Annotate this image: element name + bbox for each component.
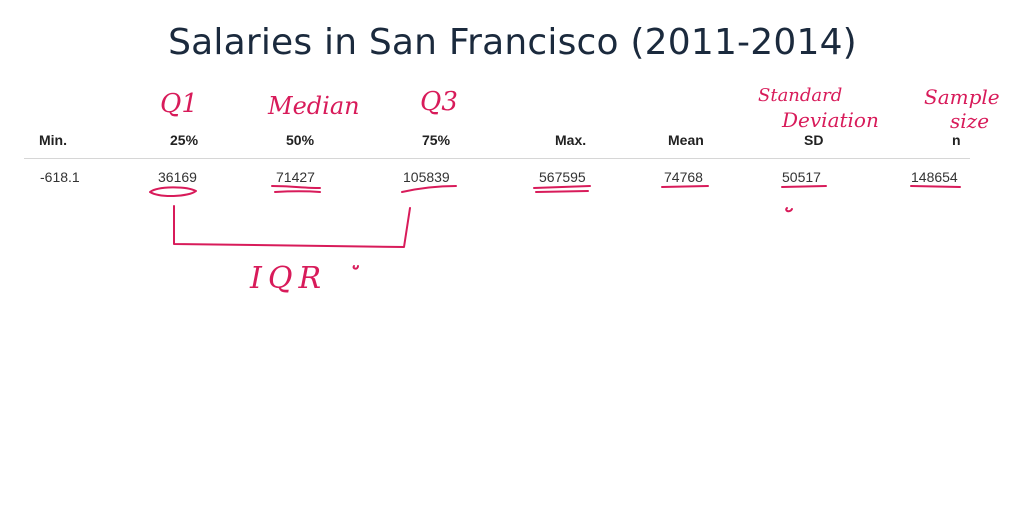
table-row: -618.1 36169 71427 105839 567595 74768 5… xyxy=(24,159,970,193)
value-25pct: 36169 xyxy=(158,169,197,185)
header-sd: SD xyxy=(804,132,824,148)
q3-annotation: Q3 xyxy=(420,87,458,117)
value-min: -618.1 xyxy=(40,169,80,185)
value-sd: 50517 xyxy=(782,169,821,185)
slide-title: Salaries in San Francisco (2011-2014) xyxy=(168,22,857,63)
header-max: Max. xyxy=(555,132,587,148)
header-min: Min. xyxy=(39,132,67,148)
iqr-annotation: IQR xyxy=(249,261,327,296)
table-header-row: Min. 25% 50% 75% Max. Mean SD n xyxy=(24,124,970,159)
iqr-bracket xyxy=(173,205,411,248)
value-max: 567595 xyxy=(539,169,586,185)
header-mean: Mean xyxy=(668,132,704,148)
iqr-trailing-dot xyxy=(352,265,359,270)
header-n: n xyxy=(952,132,961,148)
header-25pct: 25% xyxy=(170,132,199,148)
standard-annotation: Standard xyxy=(758,85,842,106)
value-50pct: 71427 xyxy=(276,169,315,185)
sample-annotation: Sample xyxy=(924,85,1000,109)
header-50pct: 50% xyxy=(286,132,315,148)
summary-statistics-table: Min. 25% 50% 75% Max. Mean SD n -618.1 3… xyxy=(24,124,970,193)
value-75pct: 105839 xyxy=(403,169,450,185)
median-annotation: Median xyxy=(267,92,360,120)
header-75pct: 75% xyxy=(422,132,451,148)
value-n: 148654 xyxy=(911,169,958,185)
value-mean: 74768 xyxy=(664,169,703,185)
sd-dot xyxy=(785,207,793,213)
q1-annotation: Q1 xyxy=(160,89,198,119)
